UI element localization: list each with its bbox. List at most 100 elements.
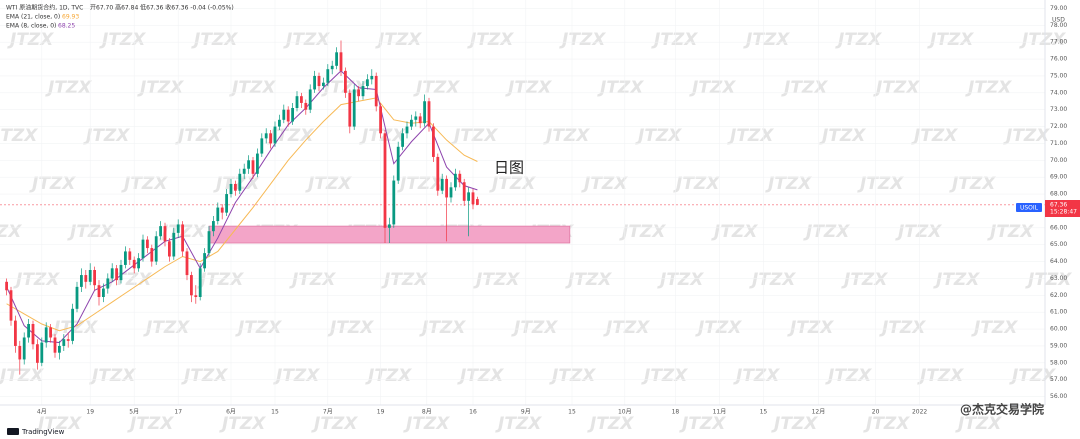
candle-body <box>18 345 22 360</box>
watermark: JTZX <box>1003 126 1050 146</box>
ema-line <box>6 70 478 344</box>
y-tick-label: 73.00 <box>1050 106 1067 113</box>
watermark: JTZX <box>451 126 498 146</box>
candle-body <box>304 102 308 110</box>
watermark: JTZX <box>765 174 812 194</box>
watermark: JTZX <box>467 30 514 50</box>
y-tick-label: 69.00 <box>1050 174 1067 181</box>
watermark: JTZX <box>511 318 558 338</box>
watermark: JTZX <box>397 174 444 194</box>
watermark: JTZX <box>863 414 910 434</box>
candle-body <box>242 168 246 174</box>
candle-body <box>379 106 382 134</box>
x-tick-label: 4月 <box>37 409 47 416</box>
watermark: JTZX <box>727 126 774 146</box>
candle-body <box>247 160 250 169</box>
symbol-title: WTI 原油期货合约, 1D, TVC <box>6 4 83 12</box>
watermark: JTZX <box>83 126 130 146</box>
watermark: JTZX <box>711 222 758 242</box>
candle-body <box>322 82 325 87</box>
watermark: JTZX <box>495 414 542 434</box>
candle-body <box>238 173 242 191</box>
candle-body <box>220 207 224 213</box>
y-tick-label: 56.00 <box>1050 393 1067 400</box>
candle-body <box>264 133 268 139</box>
watermark: JTZX <box>803 222 850 242</box>
candle-body <box>308 89 312 110</box>
y-tick-label: 70.00 <box>1050 157 1067 164</box>
watermark: JTZX <box>933 270 980 290</box>
watermark: JTZX <box>619 222 666 242</box>
watermark: JTZX <box>819 126 866 146</box>
x-tick-label: 7月 <box>323 409 333 416</box>
ohlc-legend: 开67.70 高67.84 低67.36 收67.36 -0.04 (-0.05… <box>90 4 234 12</box>
watermark: JTZX <box>0 222 22 242</box>
candle-body <box>471 192 475 205</box>
watermark: JTZX <box>197 270 244 290</box>
x-tick-label: 15 <box>760 409 768 416</box>
candle-body <box>229 183 233 195</box>
candle-body <box>401 133 404 147</box>
brand-logo <box>7 428 19 435</box>
candle-body <box>71 308 74 341</box>
candle-body <box>110 268 114 279</box>
watermark: JTZX <box>51 318 98 338</box>
watermark: JTZX <box>365 366 412 386</box>
watermark: JTZX <box>219 414 266 434</box>
watermark: JTZX <box>473 270 520 290</box>
watermark: JTZX <box>381 270 428 290</box>
watermark: JTZX <box>121 174 168 194</box>
x-tick-label: 19 <box>377 409 385 416</box>
watermark: JTZX <box>359 126 406 146</box>
watermark: JTZX <box>0 126 38 146</box>
brand: TradingView <box>21 428 65 436</box>
y-tick-label: 64.00 <box>1050 258 1067 265</box>
candle-body <box>313 75 316 90</box>
candle-body <box>58 345 61 353</box>
watermark: JTZX <box>273 366 320 386</box>
annotation: 日图 <box>494 159 524 177</box>
candle-body <box>203 253 206 269</box>
candle-body <box>454 173 457 188</box>
y-tick-label: 68.00 <box>1050 191 1067 198</box>
candle-body <box>427 101 431 127</box>
price-tag: 67.36 <box>1050 202 1067 209</box>
candle-body <box>168 241 171 257</box>
x-tick-label: 8月 <box>422 409 432 416</box>
x-tick-label: 16 <box>469 409 477 416</box>
candle-body <box>80 275 83 287</box>
y-tick-label: 62.00 <box>1050 292 1067 299</box>
candle-body <box>256 153 259 174</box>
y-tick-label: 74.00 <box>1050 89 1067 96</box>
candle-body <box>212 221 215 232</box>
watermark: JTZX <box>99 30 146 50</box>
candles <box>5 40 479 375</box>
candle-body <box>405 126 409 134</box>
watermark: JTZX <box>191 30 238 50</box>
watermark: JTZX <box>505 78 552 98</box>
watermark: JTZX <box>13 270 60 290</box>
y-tick-label: 63.00 <box>1050 275 1067 282</box>
watermark: JTZX <box>825 366 872 386</box>
y-tick-label: 75.00 <box>1050 72 1067 79</box>
candle-body <box>352 89 356 127</box>
watermark: JTZX <box>927 30 974 50</box>
watermark: JTZX <box>581 174 628 194</box>
watermark: JTZX <box>327 318 374 338</box>
watermark: JTZX <box>603 318 650 338</box>
candle-body <box>462 182 466 201</box>
candle-body <box>88 270 92 282</box>
candle-body <box>273 126 277 144</box>
candle-body <box>172 232 176 257</box>
watermark: JTZX <box>1019 30 1066 50</box>
candle-body <box>106 278 110 289</box>
candle-body <box>9 290 13 321</box>
candle-body <box>75 286 79 309</box>
candle-body <box>418 116 422 124</box>
y-tick-label: 61.00 <box>1050 309 1067 316</box>
ema-legend-value: 69.93 <box>62 14 79 21</box>
candle-body <box>14 320 17 346</box>
watermark: JTZX <box>137 78 184 98</box>
